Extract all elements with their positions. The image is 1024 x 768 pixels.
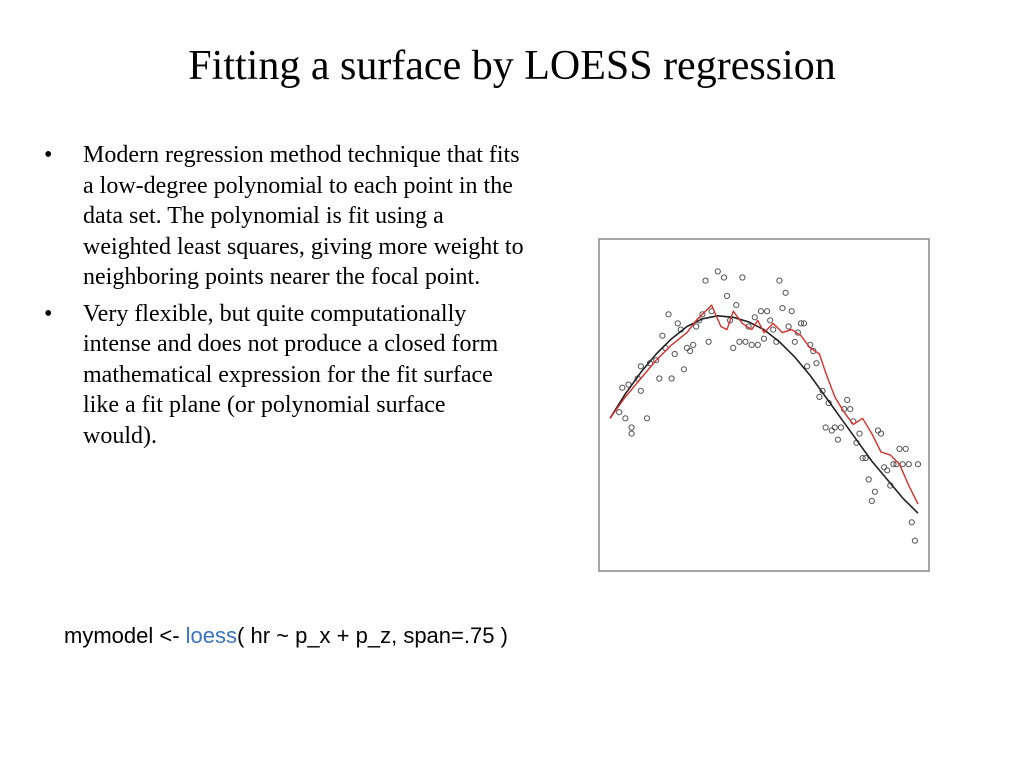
data-point [671,350,678,358]
code-suffix: ( hr ~ p_x + p_z, span=.75 ) [237,623,508,648]
data-point [643,415,651,422]
data-point [723,292,731,300]
data-point [902,445,909,452]
data-point [748,341,755,349]
data-point [656,375,663,382]
bullet-item-2: • Very flexible, but quite computational… [44,299,524,452]
data-point [757,308,764,315]
bullet-text-1: Modern regression method technique that … [83,142,524,290]
code-snippet: mymodel <- loess( hr ~ p_x + p_z, span=.… [64,622,508,650]
data-point [720,274,728,281]
data-point [877,430,885,437]
data-point [890,461,897,468]
data-point [736,338,743,345]
data-point [687,347,694,355]
data-points [616,268,922,544]
data-point [837,424,845,431]
data-point [844,396,851,403]
data-point [776,277,783,284]
data-point [896,445,903,452]
data-point [659,332,666,339]
data-point [797,320,805,327]
data-point [871,488,878,495]
data-point [905,461,912,468]
data-point [690,341,697,349]
bullet-list: • Modern regression method technique tha… [44,140,524,457]
data-point [680,366,688,373]
data-point [791,338,798,345]
data-point [908,519,915,526]
fit-curves [609,304,919,514]
data-point [751,314,758,321]
data-point [616,409,623,416]
slide-title: Fitting a surface by LOESS regression [188,43,836,89]
data-point [816,393,823,400]
data-point [770,326,777,333]
data-point [637,363,644,370]
data-point [911,537,918,544]
data-point [754,341,761,349]
data-point [665,311,672,318]
data-point [653,357,660,364]
data-point [622,415,629,422]
data-point [733,302,740,309]
data-point [760,335,768,342]
wiggly-fit-line [609,304,919,505]
data-point [831,424,838,431]
code-prefix: mymodel <- [64,623,186,648]
data-point [859,455,866,462]
data-point [702,277,709,284]
data-point [868,497,875,504]
data-point [804,363,811,370]
data-point [856,430,863,437]
data-point [800,320,808,327]
data-point [788,308,795,315]
loess-scatter-plot [598,238,930,572]
plot-frame [598,238,930,572]
data-point [637,387,644,394]
data-point [779,305,786,312]
data-point [813,360,820,367]
data-point [782,289,789,296]
data-point [693,323,700,330]
data-point [862,455,869,462]
bullet-glyph: • [44,300,53,327]
data-point [668,375,675,382]
data-point [914,461,922,468]
code-function-name: loess [185,623,238,648]
data-point [767,317,774,324]
data-point [785,323,792,330]
data-point [683,344,691,352]
data-point [628,430,635,437]
data-point [847,406,854,413]
data-point [628,424,635,431]
data-point [742,338,749,345]
data-point [730,344,737,352]
bullet-text-2: Very flexible, but quite computationally… [83,300,499,449]
bullet-item-1: • Modern regression method technique tha… [44,140,524,293]
data-point [619,384,626,391]
data-point [714,268,721,275]
data-point [764,308,771,315]
data-point [822,424,829,431]
data-point [884,467,891,474]
smooth-fit-line [609,315,919,514]
data-point [865,476,872,483]
data-point [739,274,746,281]
data-point [674,320,681,327]
data-point [699,311,706,318]
data-point [705,338,712,345]
bullet-glyph: • [44,142,53,168]
data-point [834,436,841,443]
